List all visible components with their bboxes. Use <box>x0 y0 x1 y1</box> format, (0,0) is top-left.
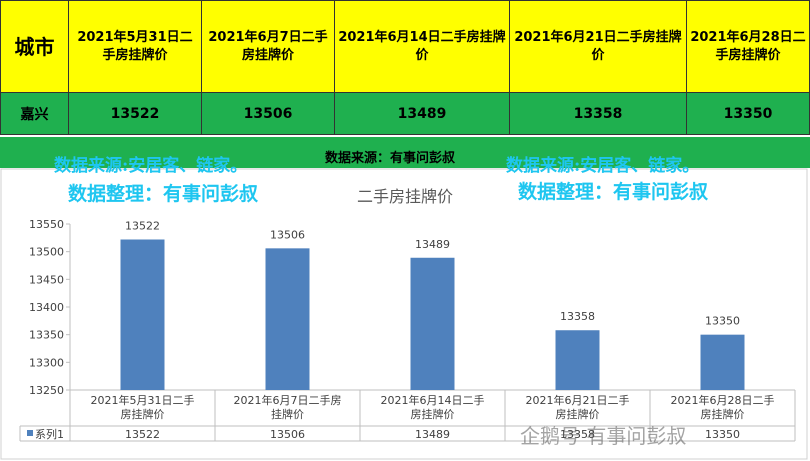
value-cell-2: 13506 <box>201 92 335 135</box>
bar <box>120 239 165 390</box>
organizer-right: 数据整理：有事问彭叔 <box>518 181 709 203</box>
x-tick-label: 2021年6月7日二手房 <box>234 393 342 407</box>
source-left: 数据来源:安居客、链家。 <box>54 156 248 176</box>
data-label: 13522 <box>125 219 160 232</box>
date-header-4: 2021年6月21日二手房挂牌价 <box>509 0 687 93</box>
x-tick-label: 房挂牌价 <box>411 407 455 421</box>
table-header-row: 城市 2021年5月31日二手房挂牌价 2021年6月7日二手房挂牌价 2021… <box>0 0 810 93</box>
data-label: 13350 <box>705 315 740 328</box>
data-table-value: 13522 <box>125 428 160 441</box>
x-tick-label: 2021年6月28日二手 <box>671 393 775 407</box>
chart-frame <box>0 168 808 460</box>
x-tick-label: 房挂牌价 <box>121 407 165 421</box>
x-tick-label: 房挂牌价 <box>556 407 600 421</box>
data-table-value: 13506 <box>270 428 305 441</box>
y-tick-label: 13350 <box>29 329 64 342</box>
city-cell: 嘉兴 <box>0 92 69 135</box>
date-header-1: 2021年5月31日二手房挂牌价 <box>68 0 202 93</box>
data-table-value: 13489 <box>415 428 450 441</box>
value-cell-5: 13350 <box>686 92 810 135</box>
data-label: 13506 <box>270 228 305 241</box>
date-header-5: 2021年6月28日二手房挂牌价 <box>686 0 810 93</box>
y-tick-label: 13450 <box>29 273 64 286</box>
y-tick-label: 13500 <box>29 246 64 259</box>
bar <box>265 248 310 390</box>
x-tick-label: 挂牌价 <box>271 407 304 421</box>
legend-label: 系列1 <box>35 427 64 441</box>
x-tick-label: 房挂牌价 <box>701 407 745 421</box>
y-tick-label: 13300 <box>29 356 64 369</box>
y-tick-label: 13250 <box>29 384 64 397</box>
data-label: 13358 <box>560 310 595 323</box>
data-table-value: 13358 <box>560 428 595 441</box>
source-center: 数据来源：有事问彭叔 <box>325 151 456 166</box>
y-tick-label: 13550 <box>29 218 64 231</box>
legend-swatch <box>27 430 33 436</box>
price-table: 城市 2021年5月31日二手房挂牌价 2021年6月7日二手房挂牌价 2021… <box>0 0 810 135</box>
value-cell-3: 13489 <box>334 92 510 135</box>
chart-title: 二手房挂牌价 <box>356 187 453 206</box>
data-label: 13489 <box>415 238 450 251</box>
source-right: 数据来源:安居客、链家。 <box>506 156 700 176</box>
organizer-left: 数据整理：有事问彭叔 <box>68 183 259 205</box>
bar <box>555 330 600 390</box>
data-table-value: 13350 <box>705 428 740 441</box>
y-tick-label: 13400 <box>29 301 64 314</box>
table-row: 嘉兴 13522 13506 13489 13358 13350 <box>0 92 810 135</box>
x-tick-label: 2021年6月14日二手 <box>381 393 485 407</box>
value-cell-4: 13358 <box>509 92 687 135</box>
bar-chart: 13250 13300 13350 13400 13450 13500 13550 13522… <box>0 168 808 460</box>
x-tick-label: 2021年6月21日二手 <box>526 393 630 407</box>
date-header-3: 2021年6月14日二手房挂牌价 <box>334 0 510 93</box>
x-tick-label: 2021年5月31日二手 <box>91 393 195 407</box>
city-header: 城市 <box>0 0 69 93</box>
value-cell-1: 13522 <box>68 92 202 135</box>
green-banner <box>0 137 810 168</box>
bar <box>700 334 745 390</box>
bar <box>410 257 455 390</box>
watermark: 企鹅号 有事问彭叔 <box>520 424 687 448</box>
date-header-2: 2021年6月7日二手房挂牌价 <box>201 0 335 93</box>
